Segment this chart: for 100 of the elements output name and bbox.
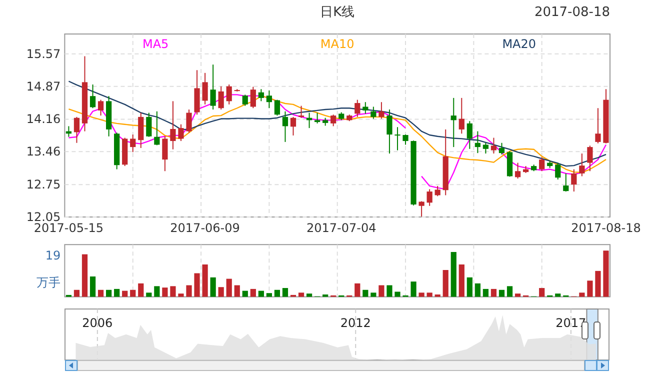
bar [426,292,432,297]
candlestick [466,120,472,150]
bar [226,278,232,297]
candlestick [474,130,480,154]
bar [138,283,144,297]
bar [130,290,136,297]
candlestick [482,142,489,154]
candlestick [370,106,376,120]
bar [250,288,256,297]
bar [186,285,192,297]
candlestick [386,109,392,154]
x-tick-label: 2017-05-15 [34,221,104,235]
bar [218,287,224,297]
bar [498,290,505,297]
candlestick [170,100,176,150]
chart-subtitle: 2017-08-18 [534,5,610,20]
candlestick [579,153,585,177]
bar [82,254,88,297]
candlestick [314,112,320,124]
bar [539,288,545,297]
candlestick [266,90,272,109]
candlestick [218,86,224,110]
bar [362,290,368,297]
candlestick [298,105,304,118]
bar [378,285,384,297]
candlestick [434,185,440,197]
bar [122,290,128,297]
candlestick [202,72,208,105]
candlestick [90,84,96,109]
chart-title: 日K线 [320,5,355,20]
x-tick-label: 2017-07-04 [306,221,376,235]
bar [458,264,464,297]
candlestick [130,134,136,153]
candlestick [587,145,593,172]
bar [74,290,80,297]
bar [450,252,456,297]
bar [146,292,152,297]
bar [466,277,472,297]
bar [210,277,216,297]
bar [242,290,248,297]
candlestick [426,188,432,206]
candlestick [354,99,360,118]
bar [354,283,360,297]
candlestick [242,94,248,106]
bar [514,294,521,297]
text: MA10 [320,37,354,51]
candlestick [154,110,160,146]
candlestick [274,99,280,116]
bar [506,286,513,297]
candlestick [162,136,168,172]
candlestick [514,162,521,180]
y-tick-label: 14.16 [26,112,61,126]
text: MA20 [502,37,536,51]
bar [394,292,400,297]
candlestick [498,142,505,155]
bar [202,264,208,297]
candlestick [178,124,184,142]
bar [306,294,312,297]
bar [386,285,392,297]
candlestick [595,108,601,144]
candlestick [210,64,216,110]
bar [258,290,264,297]
candlestick [146,112,152,138]
y-tick-label: 14.87 [26,79,61,94]
bar [194,273,200,297]
bar [106,290,112,297]
candlestick [138,112,144,148]
candlestick [490,137,497,154]
bar [234,285,240,297]
bar [434,294,440,297]
candlestick [539,156,545,172]
candlestick [563,172,569,192]
x-tick-label: 2006 [82,316,113,330]
bar [595,270,601,297]
candlestick [186,109,192,134]
candlestick [330,114,336,127]
bar [98,290,104,297]
bar [298,292,304,297]
bar [418,292,424,297]
bar [178,294,184,297]
bar [370,292,376,297]
candlestick [418,200,424,218]
bar [154,286,160,297]
x-tick-label: 2017-08-18 [571,221,641,235]
bar [490,288,497,297]
candlestick [74,116,80,144]
bar [603,250,609,297]
candlestick [290,116,296,136]
candlestick [450,97,456,148]
y-tick-label: 12.05 [26,210,61,224]
candlestick [402,134,408,146]
candlestick [458,97,464,134]
y-axis-title: 万手 [36,276,61,290]
bar [274,290,280,297]
bar [579,292,585,297]
bar [587,280,593,297]
candlestick [250,86,256,109]
y-tick-label: 15.57 [26,46,61,61]
text: 19 [45,248,61,263]
bar [170,286,176,297]
